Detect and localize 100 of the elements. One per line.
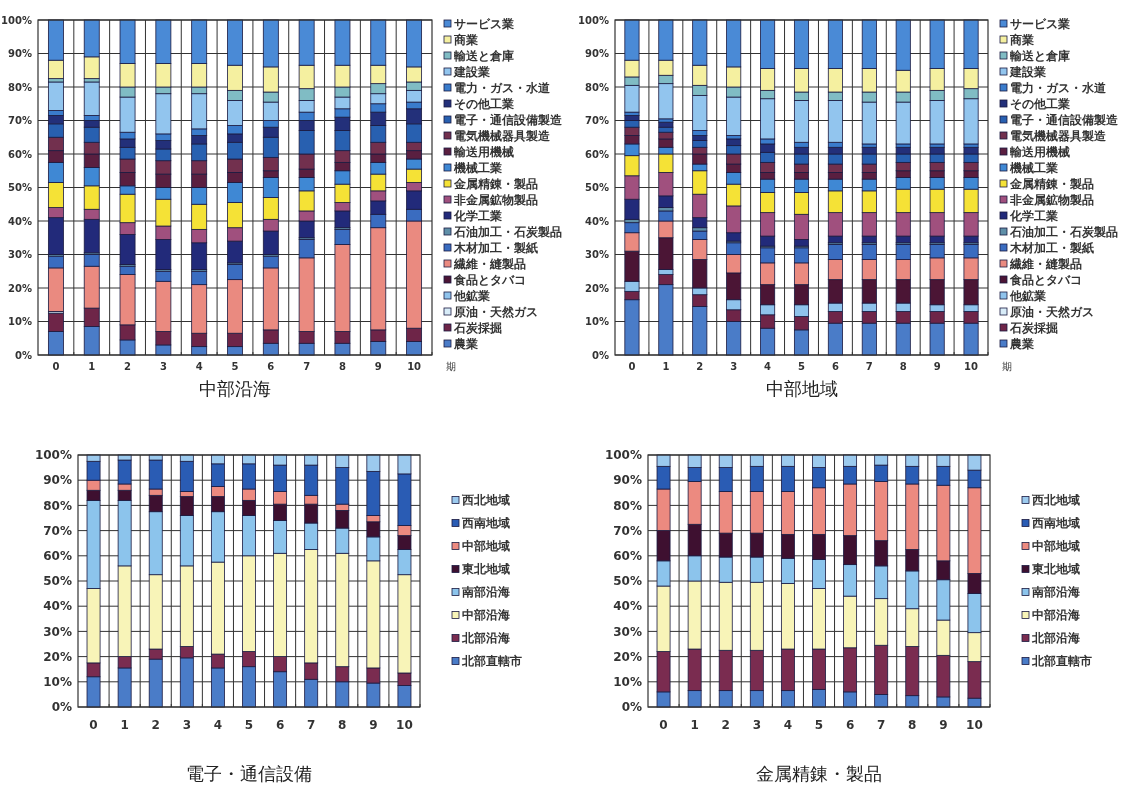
x-tick-label: 8 [899, 361, 907, 372]
y-tick-label: 0% [51, 700, 72, 715]
y-tick-label: 100% [34, 448, 72, 463]
legend-label: 中部沿海 [1032, 608, 1080, 622]
legend-label: 中部地域 [462, 539, 510, 553]
x-tick-label: 1 [120, 718, 129, 732]
text: 金属精錬・製品 [756, 763, 882, 784]
x-tick-label: 0 [628, 361, 636, 372]
legend-label: 西北地域 [461, 493, 510, 507]
x-tick-label: 8 [338, 718, 347, 732]
x-axis-title: 期 [446, 361, 456, 372]
legend-label: 機械工業 [453, 160, 502, 175]
y-tick-label: 60% [613, 549, 642, 563]
legend-label: 石炭採掘 [1009, 320, 1058, 335]
x-tick-label: 5 [231, 361, 239, 372]
legend-label: 電子・通信設備製造 [454, 112, 563, 127]
legend-label: 中部沿海 [462, 608, 510, 622]
legend-label: 北部直轄市 [1031, 654, 1092, 668]
y-tick-label: 40% [585, 215, 609, 227]
x-tick-label: 9 [939, 718, 948, 732]
y-tick-label: 20% [613, 649, 642, 664]
legend-label: 非金属鉱物製品 [1009, 192, 1094, 207]
y-tick-label: 70% [43, 523, 72, 538]
y-tick-label: 30% [613, 624, 642, 639]
legend-label: 電力・ガス・水道 [454, 80, 551, 95]
x-tick-label: 2 [696, 361, 704, 372]
legend-label: その他工業 [1010, 96, 1070, 111]
legend-label: 電子・通信設備製造 [1010, 112, 1119, 127]
y-tick-label: 40% [8, 215, 32, 227]
y-tick-label: 50% [43, 574, 72, 589]
legend-label: 化学工業 [1009, 208, 1058, 223]
legend-label: 東北地域 [1031, 562, 1080, 576]
x-tick-label: 10 [966, 718, 983, 732]
legend-label: 他鉱業 [1009, 288, 1046, 303]
legend-label: 輸送用機械 [453, 144, 514, 159]
x-tick-label: 9 [369, 718, 378, 732]
legend-label: 北部沿海 [1031, 631, 1080, 645]
legend-label: 機械工業 [1009, 160, 1058, 175]
legend-label: 石炭採掘 [453, 320, 502, 335]
x-tick-label: 7 [865, 361, 873, 372]
x-tick-label: 10 [407, 361, 422, 372]
legend-label: 化学工業 [453, 208, 502, 223]
legend-label: その他工業 [454, 96, 514, 111]
y-tick-label: 90% [43, 473, 72, 488]
legend-label: 金属精錬・製品 [453, 176, 538, 191]
legend-label: 建設業 [1009, 64, 1046, 79]
y-tick-label: 100% [604, 448, 642, 463]
legend-label: 北部沿海 [461, 631, 510, 645]
legend-label: 繊維・縫製品 [1009, 256, 1082, 271]
x-tick-label: 4 [213, 718, 223, 732]
y-tick-label: 30% [585, 249, 609, 260]
x-tick-label: 4 [764, 361, 772, 372]
legend-label: 非金属鉱物製品 [453, 192, 538, 207]
x-tick-label: 4 [195, 361, 203, 372]
x-tick-label: 9 [933, 361, 941, 372]
legend-label: 中部地域 [1032, 539, 1080, 553]
y-tick-label: 90% [613, 473, 642, 488]
y-tick-label: 40% [43, 599, 72, 614]
legend-label: 西南地域 [461, 516, 510, 530]
x-tick-label: 5 [814, 718, 824, 732]
legend-label: 輸送用機械 [1009, 144, 1070, 159]
legend-label: 南部沿海 [1031, 585, 1080, 599]
y-tick-label: 50% [585, 182, 609, 193]
y-tick-label: 30% [43, 624, 72, 639]
legend-label: 電気機械器具製造 [1010, 128, 1107, 143]
y-tick-label: 30% [8, 249, 32, 260]
legend-label: 南部沿海 [461, 585, 510, 599]
y-tick-label: 60% [585, 148, 609, 160]
legend-label: 他鉱業 [453, 288, 490, 303]
legend-label: サービス業 [1010, 16, 1070, 31]
x-tick-label: 6 [845, 718, 855, 732]
legend-label: 繊維・縫製品 [453, 256, 526, 271]
x-tick-label: 7 [877, 718, 886, 732]
x-tick-label: 1 [662, 361, 670, 372]
y-tick-label: 80% [8, 81, 32, 93]
y-tick-label: 10% [585, 316, 609, 327]
y-tick-label: 100% [1, 14, 32, 26]
legend-label: 石油加工・石炭製品 [1009, 224, 1118, 239]
y-tick-label: 80% [585, 81, 609, 93]
legend-label: 農業 [1009, 336, 1034, 351]
y-tick-label: 40% [613, 599, 642, 614]
y-tick-label: 50% [8, 182, 32, 193]
y-tick-label: 0% [592, 349, 609, 361]
x-tick-label: 6 [267, 361, 275, 372]
x-tick-label: 3 [752, 718, 761, 732]
x-tick-label: 3 [730, 361, 738, 372]
legend-label: 商業 [453, 32, 478, 47]
y-tick-label: 20% [43, 649, 72, 664]
legend-label: 商業 [1009, 32, 1034, 47]
x-tick-label: 5 [244, 718, 254, 732]
y-tick-label: 20% [585, 282, 609, 294]
legend-label: 電力・ガス・水道 [1010, 80, 1107, 95]
x-tick-label: 10 [964, 361, 979, 372]
y-tick-label: 70% [613, 523, 642, 538]
y-tick-label: 90% [585, 48, 609, 59]
legend-label: 原油・天然ガス [453, 304, 538, 319]
y-tick-label: 10% [8, 316, 32, 327]
y-tick-label: 90% [8, 48, 32, 59]
x-tick-label: 1 [690, 718, 699, 732]
x-tick-label: 10 [396, 718, 413, 732]
